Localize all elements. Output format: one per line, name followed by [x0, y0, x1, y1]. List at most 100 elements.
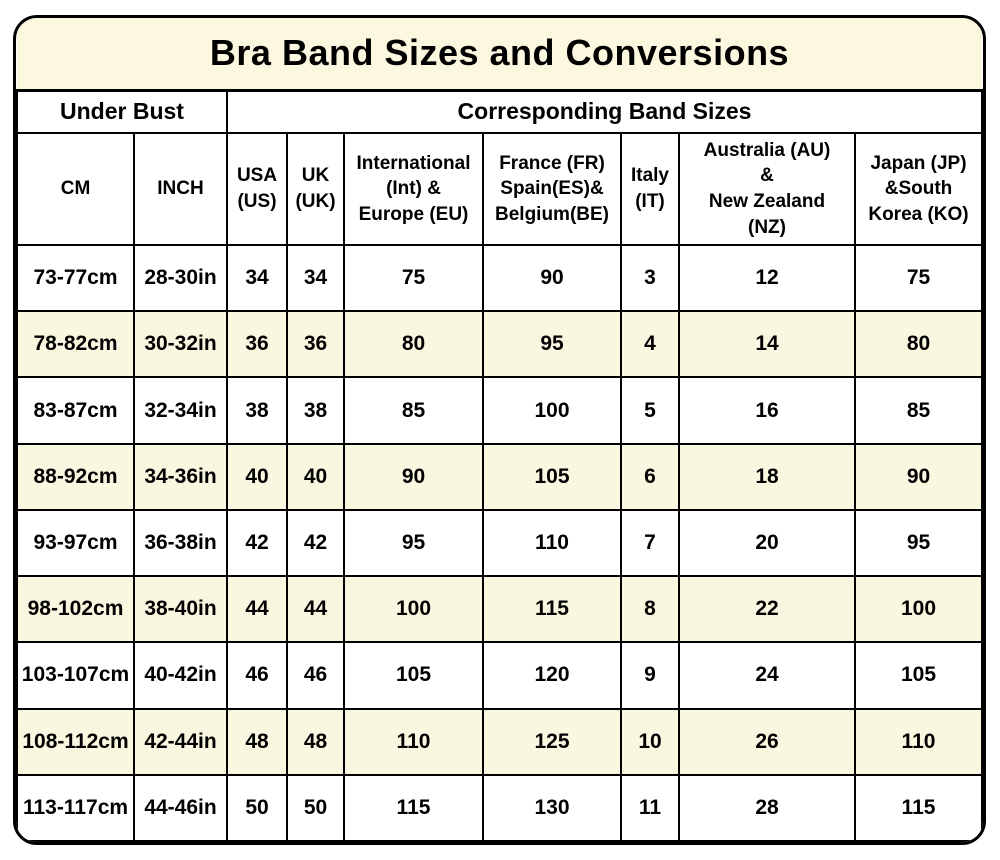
title-row: Bra Band Sizes and Conversions — [17, 18, 982, 92]
cell-cm: 108-112cm — [16, 707, 135, 776]
cell-au: 24 — [678, 641, 856, 710]
cell-uk: 46 — [286, 641, 345, 710]
cell-it: 4 — [620, 310, 680, 379]
cell-uk: 34 — [286, 243, 345, 313]
table-row: 113-117cm 44-46in 50 50 115 130 11 28 11… — [16, 773, 983, 842]
bra-band-size-table: Bra Band Sizes and Conversions Under Bus… — [16, 18, 983, 842]
cell-it: 9 — [620, 641, 680, 710]
cell-eu: 110 — [343, 707, 484, 776]
column-header-cm: CM — [16, 132, 135, 246]
cell-jp: 105 — [854, 641, 983, 710]
cell-it: 10 — [620, 707, 680, 776]
cell-jp: 85 — [854, 376, 983, 445]
group-header-row: Under Bust Corresponding Band Sizes — [16, 89, 983, 134]
table-row: 88-92cm 34-36in 40 40 90 105 6 18 90 — [16, 442, 983, 511]
cell-au: 28 — [678, 773, 856, 842]
cell-inch: 30-32in — [133, 310, 228, 379]
cell-fr: 120 — [482, 641, 622, 710]
column-header-inch: INCH — [133, 132, 228, 246]
table-row: 98-102cm 38-40in 44 44 100 115 8 22 100 — [16, 575, 983, 644]
cell-cm: 103-107cm — [16, 641, 135, 710]
cell-au: 14 — [678, 310, 856, 379]
cell-jp: 115 — [854, 773, 983, 842]
cell-au: 22 — [678, 575, 856, 644]
cell-au: 20 — [678, 508, 856, 578]
cell-usa: 34 — [226, 243, 288, 313]
cell-cm: 93-97cm — [16, 508, 135, 578]
conversion-table-card: Bra Band Sizes and Conversions Under Bus… — [13, 15, 986, 845]
cell-cm: 113-117cm — [16, 773, 135, 842]
cell-inch: 38-40in — [133, 575, 228, 644]
cell-eu: 85 — [343, 376, 484, 445]
table-row: 78-82cm 30-32in 36 36 80 95 4 14 80 — [16, 310, 983, 379]
cell-inch: 34-36in — [133, 442, 228, 511]
column-header-international-europe: International (Int) & Europe (EU) — [343, 132, 484, 246]
cell-usa: 36 — [226, 310, 288, 379]
cell-it: 3 — [620, 243, 680, 313]
cell-jp: 80 — [854, 310, 983, 379]
cell-cm: 78-82cm — [16, 310, 135, 379]
cell-inch: 28-30in — [133, 243, 228, 313]
cell-fr: 95 — [482, 310, 622, 379]
cell-inch: 36-38in — [133, 508, 228, 578]
cell-eu: 95 — [343, 508, 484, 578]
cell-cm: 88-92cm — [16, 442, 135, 511]
cell-usa: 38 — [226, 376, 288, 445]
cell-jp: 95 — [854, 508, 983, 578]
cell-it: 7 — [620, 508, 680, 578]
cell-inch: 42-44in — [133, 707, 228, 776]
cell-eu: 100 — [343, 575, 484, 644]
cell-au: 18 — [678, 442, 856, 511]
column-header-uk: UK (UK) — [286, 132, 345, 246]
cell-it: 8 — [620, 575, 680, 644]
column-header-row: CM INCH USA (US) UK (UK) International (… — [16, 132, 983, 246]
cell-jp: 90 — [854, 442, 983, 511]
cell-uk: 42 — [286, 508, 345, 578]
cell-au: 26 — [678, 707, 856, 776]
cell-eu: 90 — [343, 442, 484, 511]
cell-uk: 38 — [286, 376, 345, 445]
cell-cm: 83-87cm — [16, 376, 135, 445]
cell-it: 11 — [620, 773, 680, 842]
cell-usa: 40 — [226, 442, 288, 511]
table-row: 93-97cm 36-38in 42 42 95 110 7 20 95 — [16, 508, 983, 578]
cell-usa: 42 — [226, 508, 288, 578]
cell-cm: 73-77cm — [16, 243, 135, 313]
group-header-under-bust: Under Bust — [16, 89, 228, 134]
cell-usa: 46 — [226, 641, 288, 710]
table-row: 103-107cm 40-42in 46 46 105 120 9 24 105 — [16, 641, 983, 710]
cell-jp: 100 — [854, 575, 983, 644]
cell-fr: 100 — [482, 376, 622, 445]
cell-eu: 115 — [343, 773, 484, 842]
cell-fr: 110 — [482, 508, 622, 578]
column-header-japan-south-korea: Japan (JP) &South Korea (KO) — [854, 132, 983, 246]
column-header-france-spain-belgium: France (FR) Spain(ES)& Belgium(BE) — [482, 132, 622, 246]
cell-fr: 105 — [482, 442, 622, 511]
cell-uk: 44 — [286, 575, 345, 644]
cell-uk: 50 — [286, 773, 345, 842]
cell-inch: 44-46in — [133, 773, 228, 842]
cell-usa: 50 — [226, 773, 288, 842]
column-header-usa: USA (US) — [226, 132, 288, 246]
cell-fr: 125 — [482, 707, 622, 776]
cell-inch: 32-34in — [133, 376, 228, 445]
cell-it: 5 — [620, 376, 680, 445]
cell-jp: 110 — [854, 707, 983, 776]
cell-usa: 48 — [226, 707, 288, 776]
cell-fr: 90 — [482, 243, 622, 313]
group-header-band-sizes: Corresponding Band Sizes — [226, 89, 983, 134]
cell-eu: 80 — [343, 310, 484, 379]
cell-eu: 75 — [343, 243, 484, 313]
cell-au: 12 — [678, 243, 856, 313]
cell-fr: 130 — [482, 773, 622, 842]
cell-uk: 36 — [286, 310, 345, 379]
table-row: 73-77cm 28-30in 34 34 75 90 3 12 75 — [16, 243, 983, 313]
cell-uk: 48 — [286, 707, 345, 776]
column-header-italy: Italy (IT) — [620, 132, 680, 246]
cell-inch: 40-42in — [133, 641, 228, 710]
cell-jp: 75 — [854, 243, 983, 313]
column-header-australia-new-zealand: Australia (AU) & New Zealand (NZ) — [678, 132, 856, 246]
cell-usa: 44 — [226, 575, 288, 644]
cell-it: 6 — [620, 442, 680, 511]
cell-cm: 98-102cm — [16, 575, 135, 644]
